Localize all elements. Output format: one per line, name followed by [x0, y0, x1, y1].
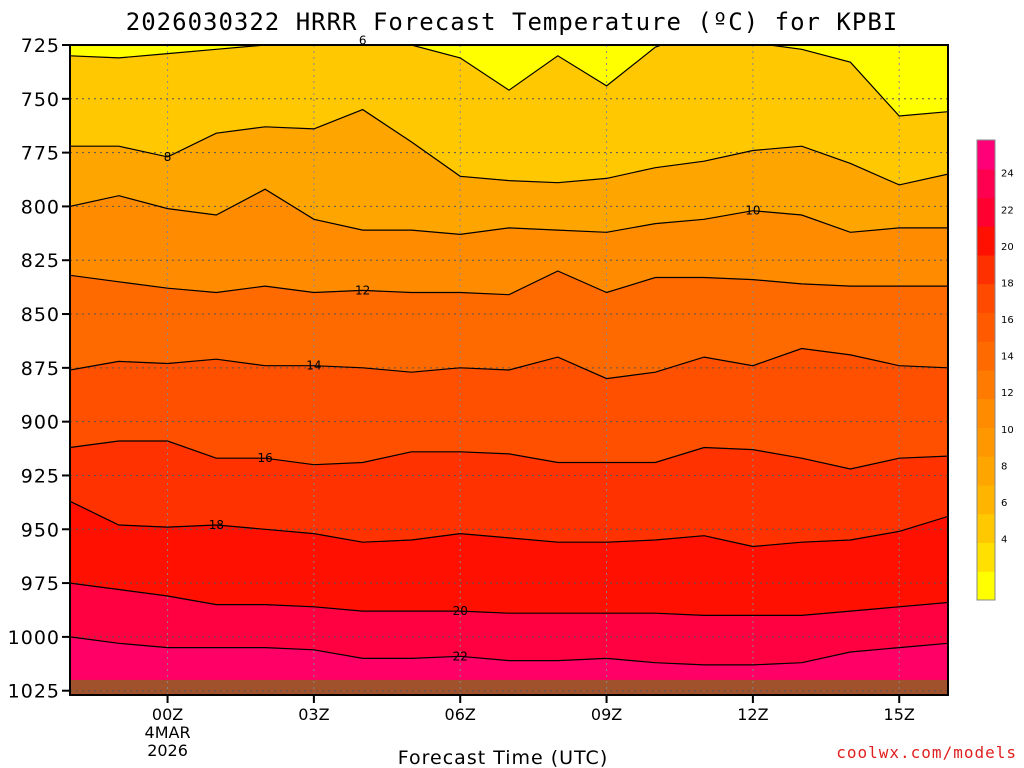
colorbar-band-9: [977, 313, 995, 342]
y-tick-label-900: 900: [21, 412, 60, 434]
x-tick-label-06Z: 06Z: [445, 705, 476, 724]
colorbar-tick-20: 20: [1001, 242, 1014, 253]
colorbar-band-2: [977, 514, 995, 543]
isotherm-label-8: 8: [164, 150, 172, 164]
colorbar-tick-14: 14: [1001, 352, 1014, 363]
colorbar: 4 6 8 10 12 14 16 18 20 22 24: [977, 140, 1014, 601]
y-tick-label-1000: 1000: [8, 627, 60, 649]
colorbar-tick-18: 18: [1001, 278, 1014, 289]
isotherm-label-22: 22: [453, 649, 468, 663]
y-tick-label-950: 950: [21, 519, 60, 541]
y-tick-label-750: 750: [21, 89, 60, 111]
colorbar-tick-12: 12: [1001, 388, 1014, 399]
colorbar-band-3: [977, 485, 995, 514]
colorbar-band-1: [977, 543, 995, 572]
colorbar-band-0: [977, 571, 995, 600]
colorbar-band-8: [977, 341, 995, 370]
colorbar-band-13: [977, 198, 995, 227]
ground-below-surface: [70, 680, 948, 695]
colorbar-tick-6: 6: [1001, 498, 1007, 509]
y-tick-label-825: 825: [21, 250, 60, 272]
x-axis-label: Forecast Time (UTC): [398, 747, 608, 768]
x-date-line2: 2026: [147, 741, 188, 760]
colorbar-band-12: [977, 226, 995, 255]
colorbar-tick-10: 10: [1001, 425, 1014, 436]
y-tick-label-850: 850: [21, 304, 60, 326]
isotherm-label-16: 16: [257, 451, 272, 465]
colorbar-band-7: [977, 370, 995, 399]
isotherm-label-12: 12: [355, 283, 370, 297]
y-tick-label-875: 875: [21, 358, 60, 380]
y-tick-label-1025: 1025: [8, 681, 60, 703]
colorbar-band-11: [977, 255, 995, 284]
colorbar-band-5: [977, 428, 995, 457]
isotherm-label-20: 20: [453, 604, 468, 618]
colorbar-band-14: [977, 169, 995, 198]
y-tick-label-925: 925: [21, 465, 60, 487]
isotherm-label-10: 10: [745, 204, 760, 218]
y-tick-label-775: 775: [21, 143, 60, 165]
credit-text: coolwx.com/models: [836, 743, 1017, 762]
colorbar-band-10: [977, 284, 995, 313]
colorbar-tick-16: 16: [1001, 315, 1014, 326]
colorbar-tick-4: 4: [1001, 535, 1007, 546]
y-axis: 725 750 775 800 825 850 875 900 925 950 975 1000 102…: [8, 35, 70, 703]
y-tick-label-725: 725: [21, 35, 60, 57]
isotherm-label-18: 18: [209, 518, 224, 532]
colorbar-band-6: [977, 399, 995, 428]
chart-svg: 2026030322 HRRR Forecast Temperature (ºC…: [0, 0, 1024, 768]
x-tick-label-03Z: 03Z: [298, 705, 329, 724]
x-date-line1: 4MAR: [145, 723, 191, 742]
isotherm-label-14: 14: [306, 359, 321, 373]
chart-title: 2026030322 HRRR Forecast Temperature (ºC…: [126, 8, 898, 36]
y-tick-label-800: 800: [21, 196, 60, 218]
colorbar-tick-22: 22: [1001, 205, 1014, 216]
x-tick-label-00Z: 00Z: [152, 705, 183, 724]
colorbar-band-4: [977, 456, 995, 485]
colorbar-tick-24: 24: [1001, 169, 1014, 180]
colorbar-tick-8: 8: [1001, 461, 1007, 472]
y-tick-label-975: 975: [21, 573, 60, 595]
colorbar-band-15: [977, 140, 995, 169]
x-tick-label-12Z: 12Z: [737, 705, 768, 724]
x-tick-label-15Z: 15Z: [884, 705, 915, 724]
x-tick-label-09Z: 09Z: [591, 705, 622, 724]
